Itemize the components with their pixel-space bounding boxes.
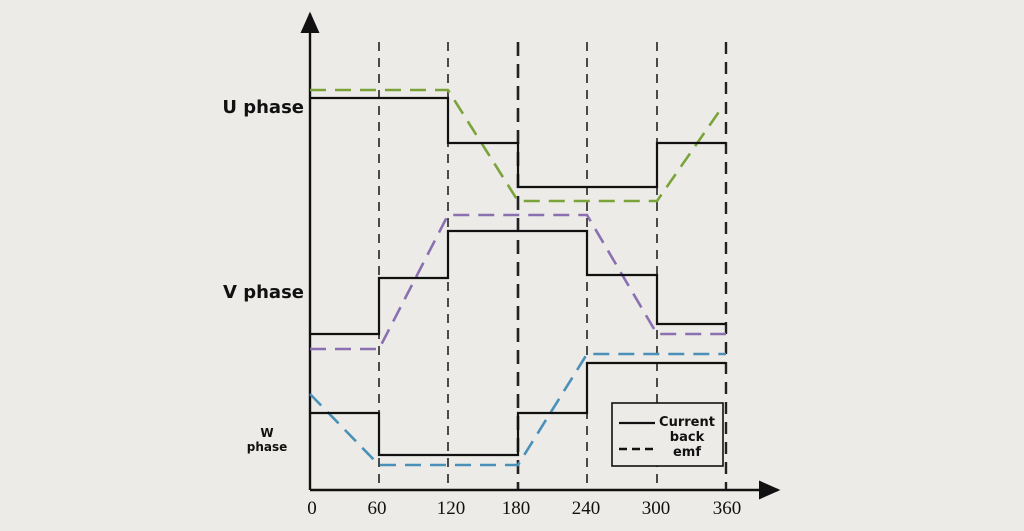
v-phase-label: V phase xyxy=(223,282,304,303)
u-phase-current xyxy=(310,96,726,189)
tick-240: 240 xyxy=(572,498,601,519)
w-phase-back-emf xyxy=(309,352,726,467)
tick-60: 60 xyxy=(368,498,387,519)
legend: Current back emf xyxy=(611,402,724,467)
tick-300: 300 xyxy=(642,498,671,519)
legend-current-label: Current xyxy=(659,415,715,430)
u-phase-back-emf xyxy=(310,88,725,203)
u-phase-label: U phase xyxy=(222,97,304,118)
v-phase-current xyxy=(310,229,726,336)
w-phase-label-line2: phase xyxy=(247,440,288,454)
legend-box xyxy=(611,402,724,467)
x-tick-labels: 0 60 120 180 240 300 360 xyxy=(307,498,741,519)
tick-180: 180 xyxy=(502,498,531,519)
tick-360: 360 xyxy=(713,498,742,519)
legend-back-label: back xyxy=(670,430,705,445)
tick-0: 0 xyxy=(307,498,317,519)
w-phase-current xyxy=(310,361,726,457)
v-phase-back-emf xyxy=(310,213,726,351)
legend-emf-label: emf xyxy=(673,445,701,460)
tick-120: 120 xyxy=(437,498,466,519)
w-phase-label-line1: W xyxy=(260,426,273,440)
